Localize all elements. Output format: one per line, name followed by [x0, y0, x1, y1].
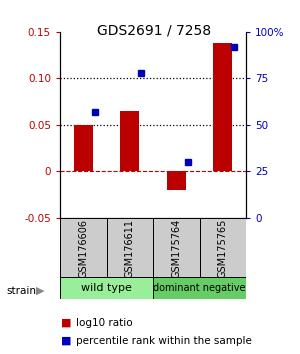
Bar: [60, 218, 106, 278]
Bar: [74, 125, 93, 171]
Bar: [167, 171, 185, 190]
Bar: [153, 277, 246, 299]
Text: strain: strain: [6, 286, 36, 296]
Text: ■: ■: [61, 336, 71, 346]
Text: GSM175765: GSM175765: [218, 218, 228, 278]
Bar: [60, 277, 153, 299]
Text: percentile rank within the sample: percentile rank within the sample: [76, 336, 252, 346]
Text: GSM176611: GSM176611: [125, 219, 135, 278]
Text: dominant negative: dominant negative: [153, 283, 246, 293]
Bar: [153, 218, 200, 278]
Text: ■: ■: [61, 318, 71, 328]
Text: GSM176606: GSM176606: [78, 219, 88, 278]
Text: log10 ratio: log10 ratio: [76, 318, 133, 328]
Text: wild type: wild type: [81, 283, 132, 293]
Bar: [214, 43, 232, 171]
Text: GDS2691 / 7258: GDS2691 / 7258: [98, 23, 212, 37]
Bar: [121, 111, 139, 171]
Bar: [200, 218, 246, 278]
Text: ▶: ▶: [36, 286, 44, 296]
Text: GSM175764: GSM175764: [171, 218, 181, 278]
Bar: [106, 218, 153, 278]
